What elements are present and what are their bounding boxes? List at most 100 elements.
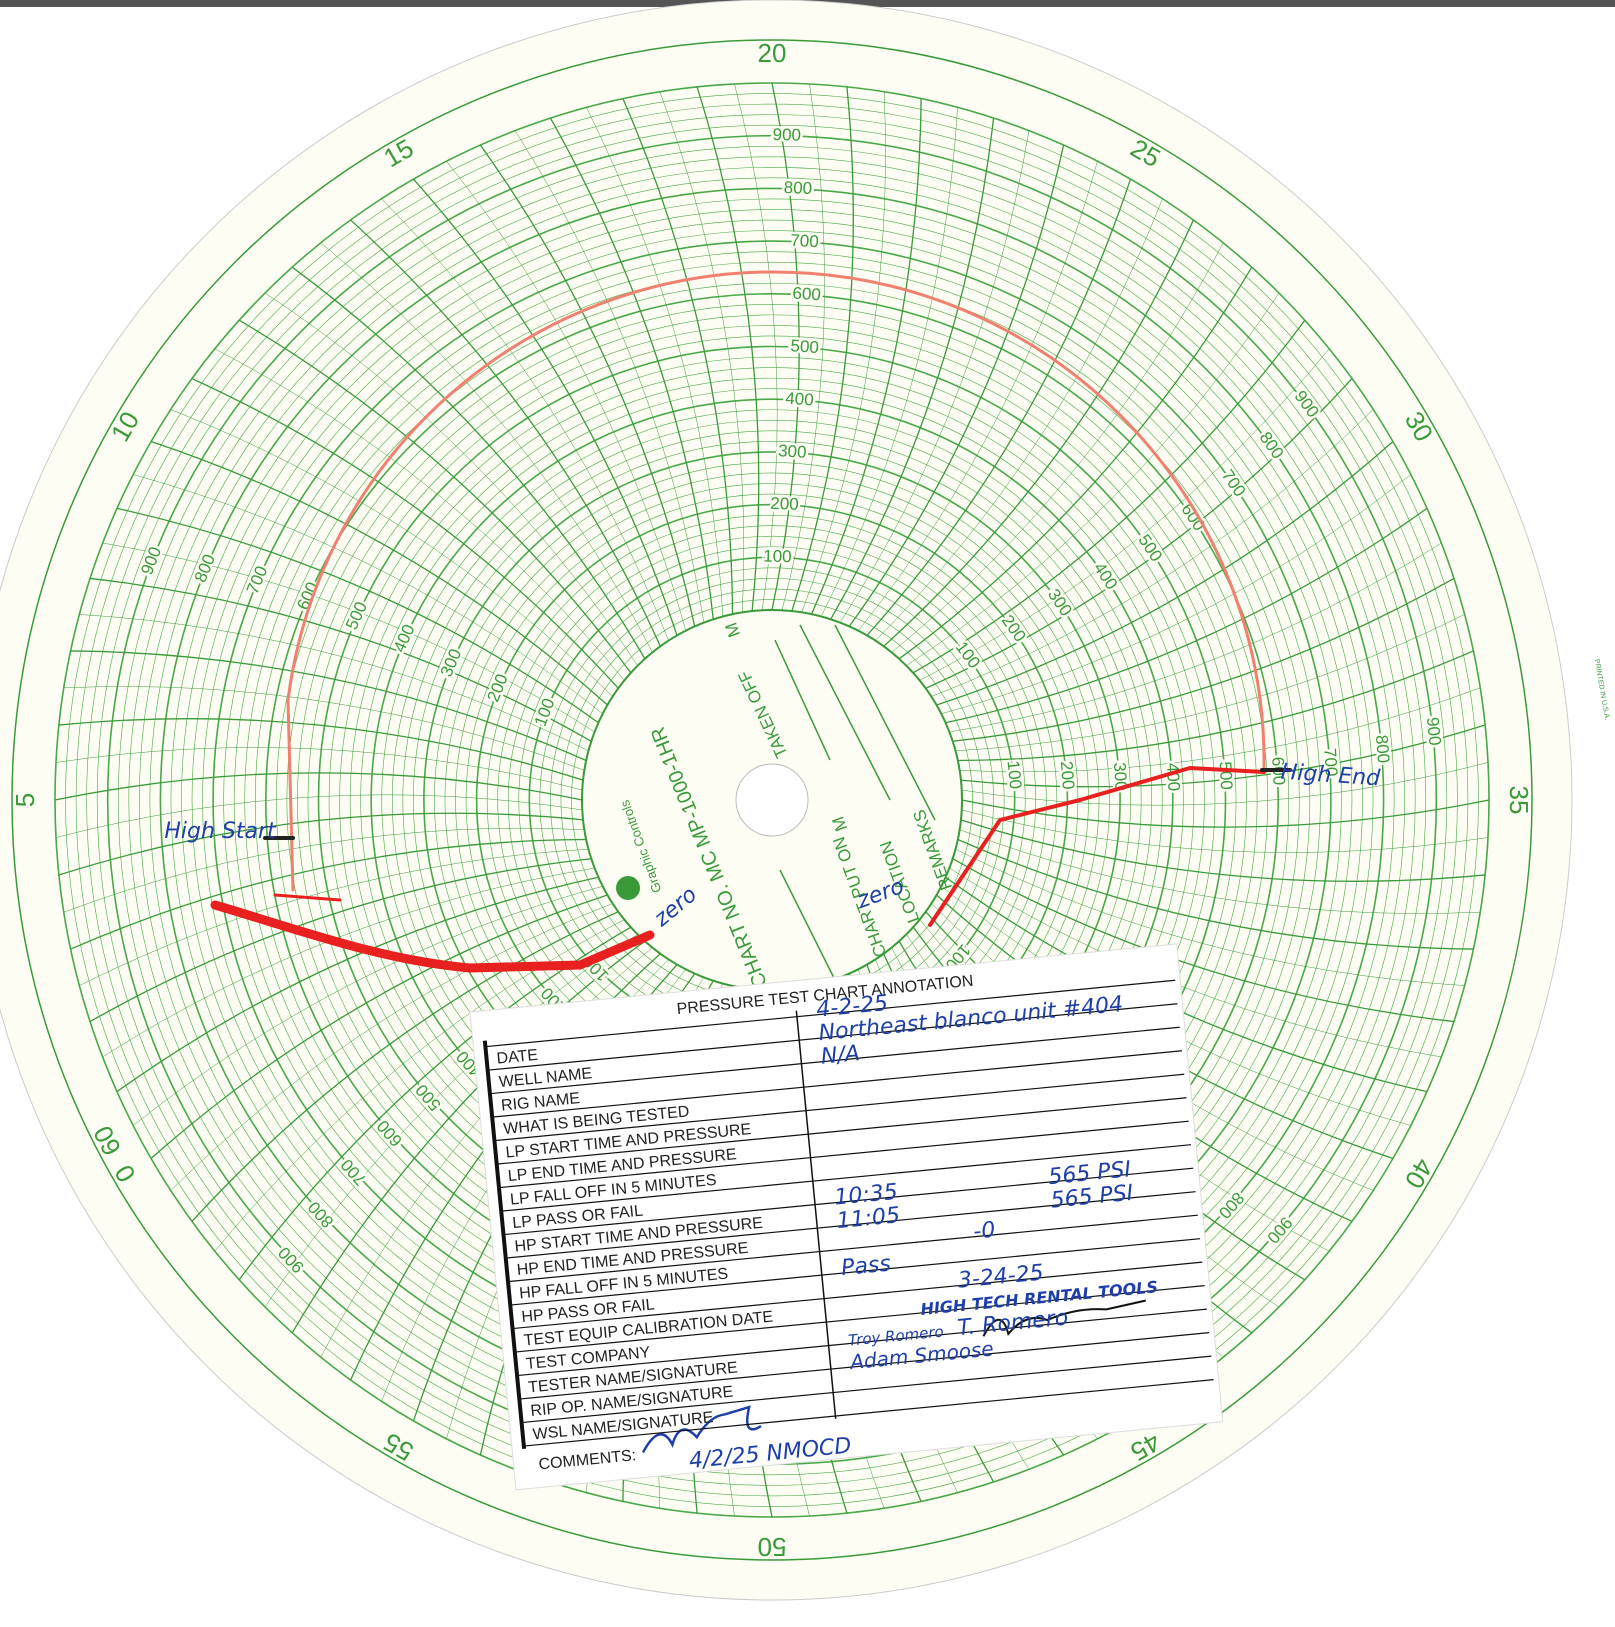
time-line bbox=[63, 827, 585, 913]
row-value: N/A bbox=[820, 1041, 861, 1070]
pressure-ring bbox=[65, 93, 1479, 1507]
pressure-ring bbox=[96, 124, 1448, 1476]
time-line bbox=[320, 242, 653, 653]
time-line bbox=[102, 542, 595, 733]
row-value: 11:05 bbox=[836, 1203, 902, 1234]
time-line bbox=[133, 474, 603, 714]
row-line bbox=[485, 979, 1176, 1048]
brand-logo bbox=[616, 876, 640, 900]
time-line bbox=[586, 107, 724, 617]
time-line bbox=[58, 718, 584, 781]
minute-label: 20 bbox=[758, 38, 787, 68]
time-line bbox=[55, 794, 583, 838]
time-line bbox=[959, 829, 1481, 914]
pressure-label: 700 bbox=[790, 231, 819, 252]
time-line bbox=[54, 772, 583, 801]
time-line bbox=[883, 219, 1195, 647]
card-border bbox=[482, 1040, 527, 1450]
time-line bbox=[858, 161, 1098, 631]
pressure-label: 900 bbox=[1423, 716, 1445, 746]
time-line bbox=[191, 911, 619, 1222]
pressure-label: 400 bbox=[785, 389, 815, 410]
time-line bbox=[696, 86, 760, 612]
time-line bbox=[801, 91, 886, 613]
time-line bbox=[830, 118, 995, 620]
time-line bbox=[945, 507, 1428, 724]
time-line bbox=[919, 348, 1330, 681]
row-line bbox=[523, 1379, 1214, 1447]
time-line bbox=[866, 178, 1132, 636]
trace-start bbox=[210, 900, 655, 973]
time-line bbox=[622, 98, 734, 615]
row-value: Pass bbox=[840, 1251, 892, 1281]
time-line bbox=[102, 867, 595, 1058]
time-line bbox=[413, 178, 678, 636]
trace-arc bbox=[286, 270, 1266, 892]
time-line bbox=[90, 577, 592, 742]
time-line bbox=[949, 542, 1442, 733]
time-line bbox=[191, 377, 619, 689]
m-label: M bbox=[828, 814, 851, 834]
time-line bbox=[116, 876, 599, 1093]
pressure-label: 600 bbox=[792, 284, 822, 305]
row-line bbox=[494, 1073, 1185, 1142]
pressure-label: 800 bbox=[1372, 734, 1393, 764]
time-line bbox=[875, 198, 1163, 641]
pressure-label: 500 bbox=[1216, 761, 1236, 790]
time-line bbox=[960, 724, 1486, 788]
time-line bbox=[781, 83, 825, 611]
high-start: High Start bbox=[164, 819, 277, 844]
time-line bbox=[170, 903, 613, 1191]
time-line bbox=[479, 144, 696, 627]
write-line bbox=[779, 869, 841, 991]
time-line bbox=[150, 440, 608, 706]
row-line bbox=[507, 1214, 1198, 1283]
time-line bbox=[320, 947, 653, 1358]
row-line bbox=[501, 1144, 1192, 1212]
time-line bbox=[116, 507, 599, 724]
row-line bbox=[510, 1238, 1201, 1306]
write-line bbox=[799, 624, 891, 801]
time-line bbox=[89, 858, 592, 1023]
trace-end bbox=[928, 765, 1266, 927]
time-line bbox=[912, 319, 1306, 674]
trace-mark bbox=[273, 893, 342, 902]
time-line bbox=[734, 83, 778, 611]
time-line bbox=[58, 812, 584, 876]
time-line bbox=[514, 130, 705, 623]
time-line bbox=[238, 319, 632, 674]
row-label: DATE bbox=[496, 1047, 539, 1068]
row-line bbox=[496, 1097, 1187, 1165]
time-line bbox=[931, 409, 1374, 697]
pressure-label: 200 bbox=[770, 494, 799, 514]
time-line bbox=[791, 86, 854, 612]
time-line bbox=[898, 266, 1253, 660]
pressure-label: 700 bbox=[1320, 747, 1341, 777]
time-line bbox=[446, 160, 686, 631]
time-line bbox=[936, 441, 1394, 706]
time-line bbox=[214, 348, 625, 681]
write-line bbox=[834, 624, 936, 821]
time-line bbox=[925, 378, 1353, 689]
time-line bbox=[350, 219, 661, 647]
time-line bbox=[55, 747, 583, 791]
time-line bbox=[659, 91, 745, 613]
time-line bbox=[170, 409, 613, 697]
time-line bbox=[264, 934, 638, 1308]
center-lines bbox=[774, 624, 936, 991]
time-line bbox=[771, 82, 800, 611]
pressure-label: 200 bbox=[1057, 760, 1078, 790]
time-line bbox=[381, 198, 669, 641]
time-line bbox=[961, 762, 1489, 806]
time-line bbox=[70, 650, 587, 762]
time-line bbox=[952, 577, 1455, 742]
annotation-card: PRESSURE TEST CHART ANNOTATION COMMENTS:… bbox=[469, 943, 1224, 1491]
time-line bbox=[957, 650, 1474, 762]
time-line bbox=[549, 117, 714, 620]
time-line bbox=[906, 292, 1280, 666]
row-value: -0 bbox=[972, 1218, 996, 1245]
pressure-label: 300 bbox=[778, 441, 807, 462]
row-line bbox=[503, 1167, 1194, 1236]
